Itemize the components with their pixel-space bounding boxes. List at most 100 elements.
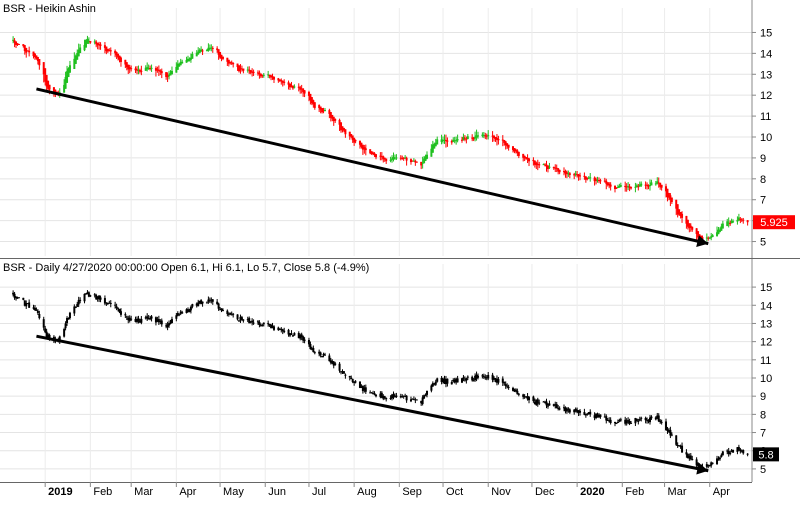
candle — [705, 461, 708, 469]
candle — [33, 53, 36, 60]
candle — [732, 219, 735, 224]
candle — [665, 418, 668, 431]
candle — [268, 323, 271, 328]
candle — [405, 395, 408, 403]
candle — [154, 66, 157, 77]
candle — [555, 164, 558, 173]
candle — [729, 220, 732, 226]
x-tick-label: Oct — [446, 486, 463, 498]
candle — [415, 399, 418, 401]
candle — [421, 395, 424, 406]
candle — [383, 157, 386, 162]
candle — [76, 301, 79, 308]
candle — [614, 421, 617, 427]
candle — [742, 217, 745, 224]
candle — [563, 404, 565, 412]
candle — [385, 397, 388, 402]
candle — [644, 416, 647, 424]
candle — [593, 176, 596, 186]
candle — [38, 310, 41, 320]
candle — [657, 177, 660, 188]
candle — [433, 382, 436, 386]
panel-title: BSR - Daily 4/27/2020 00:00:00 Open 6.1,… — [3, 262, 369, 274]
candle — [711, 462, 714, 465]
candle — [373, 152, 376, 157]
candle — [619, 417, 622, 422]
candle — [328, 353, 331, 362]
candle — [227, 59, 230, 67]
x-tick-label: May — [223, 486, 244, 498]
heikin-ashi-panel: 56789101112131415 BSR - Heikin Ashin 5.9… — [0, 0, 795, 258]
candle — [729, 450, 732, 456]
candle — [409, 396, 412, 403]
candle — [341, 126, 344, 133]
candle — [242, 68, 245, 74]
candle — [127, 315, 130, 324]
candle — [627, 417, 630, 425]
candle — [688, 453, 691, 461]
candle — [513, 388, 516, 393]
candle — [32, 304, 35, 310]
candle — [252, 69, 255, 76]
candle — [568, 408, 571, 414]
candle — [98, 295, 101, 303]
candle — [574, 170, 577, 177]
candle — [583, 172, 586, 180]
candle — [503, 381, 506, 386]
candle — [13, 38, 16, 48]
candle — [261, 323, 264, 327]
candle — [466, 375, 469, 381]
candle — [676, 442, 679, 448]
candle — [565, 407, 568, 414]
candle — [360, 384, 363, 389]
candle — [74, 306, 77, 309]
candle — [608, 417, 611, 423]
candle — [466, 133, 469, 140]
candle — [369, 149, 372, 155]
candle — [168, 70, 171, 80]
candles — [12, 35, 749, 243]
candle — [546, 403, 549, 409]
last-price-badge: 5.925 — [753, 215, 795, 230]
downtrend-line — [36, 334, 709, 473]
candle — [409, 158, 412, 165]
candle — [720, 223, 723, 231]
candle — [739, 217, 742, 224]
candle — [26, 50, 29, 52]
candle — [291, 334, 294, 337]
candle — [185, 308, 188, 314]
candle — [283, 79, 286, 86]
candle — [495, 134, 498, 146]
candle — [267, 70, 270, 79]
candle — [717, 456, 720, 461]
candle — [577, 410, 580, 417]
candle — [603, 413, 606, 418]
candle — [625, 418, 628, 426]
candle — [471, 134, 474, 142]
candle — [248, 66, 251, 75]
candle — [554, 401, 557, 409]
candle — [33, 305, 36, 311]
candle — [86, 35, 89, 44]
candle — [471, 375, 474, 382]
candle — [303, 337, 306, 344]
candle — [108, 48, 111, 52]
candle — [176, 311, 179, 317]
candle — [646, 417, 649, 424]
candle — [587, 412, 590, 415]
candle — [262, 322, 265, 327]
candle — [528, 396, 531, 404]
candle — [17, 297, 20, 299]
candle — [678, 445, 681, 447]
candle — [178, 313, 181, 317]
x-tick-label: Apr — [179, 486, 196, 498]
candle — [493, 134, 496, 142]
candle — [83, 39, 86, 52]
candle — [45, 74, 48, 92]
candle — [319, 106, 322, 114]
candle — [93, 39, 96, 45]
candle — [197, 299, 200, 307]
candle — [484, 374, 487, 380]
candle — [98, 41, 101, 50]
